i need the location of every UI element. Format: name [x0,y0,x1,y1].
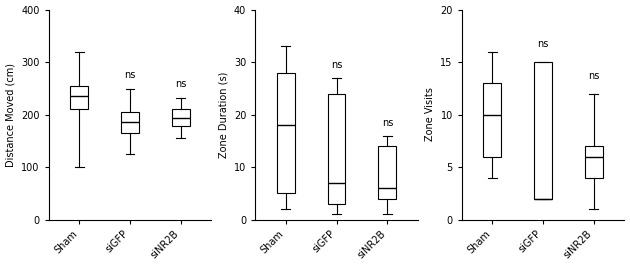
Text: ns: ns [124,70,135,80]
PathPatch shape [328,94,345,204]
Text: ns: ns [537,39,549,49]
Text: ns: ns [588,71,600,81]
PathPatch shape [379,146,396,198]
Text: ns: ns [382,118,393,128]
PathPatch shape [585,146,603,177]
Y-axis label: Zone Duration (s): Zone Duration (s) [218,71,228,158]
PathPatch shape [534,62,552,198]
Y-axis label: Zone Visits: Zone Visits [425,88,435,142]
Text: ns: ns [175,79,186,89]
PathPatch shape [70,86,88,109]
Y-axis label: Distance Moved (cm): Distance Moved (cm) [6,63,16,167]
PathPatch shape [483,83,501,156]
Text: ns: ns [331,60,342,70]
PathPatch shape [121,112,139,133]
PathPatch shape [172,109,190,126]
PathPatch shape [277,73,295,193]
